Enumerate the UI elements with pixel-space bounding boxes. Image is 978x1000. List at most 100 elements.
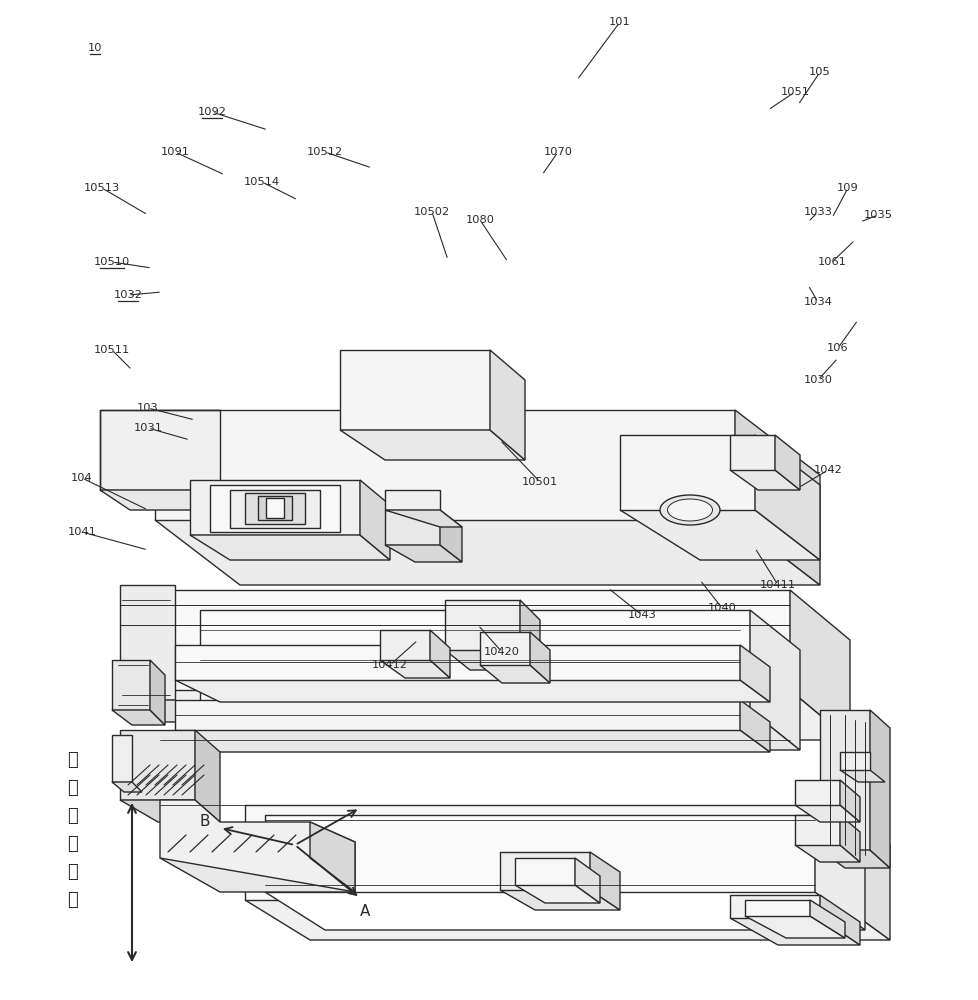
Text: 设: 设 <box>67 835 77 853</box>
Ellipse shape <box>659 495 719 525</box>
Text: 1032: 1032 <box>113 290 142 300</box>
Polygon shape <box>619 435 754 510</box>
Polygon shape <box>794 815 839 845</box>
Polygon shape <box>734 410 820 585</box>
Text: 1061: 1061 <box>817 257 846 267</box>
Polygon shape <box>100 490 240 510</box>
Polygon shape <box>384 510 462 527</box>
Text: 105: 105 <box>808 67 830 77</box>
Polygon shape <box>175 730 770 752</box>
Polygon shape <box>839 770 884 782</box>
Polygon shape <box>794 805 859 822</box>
Text: 1051: 1051 <box>779 87 809 97</box>
Polygon shape <box>384 510 439 545</box>
Text: 1030: 1030 <box>803 375 831 385</box>
Polygon shape <box>190 535 389 560</box>
Text: 1043: 1043 <box>627 610 656 620</box>
Polygon shape <box>479 632 529 665</box>
Polygon shape <box>500 852 590 890</box>
Text: 向: 向 <box>67 891 77 909</box>
Polygon shape <box>190 480 360 535</box>
Polygon shape <box>379 630 429 660</box>
Polygon shape <box>230 490 320 528</box>
Text: 光: 光 <box>67 751 77 769</box>
Polygon shape <box>730 435 775 470</box>
Text: 10420: 10420 <box>483 647 519 657</box>
Polygon shape <box>339 430 524 460</box>
Polygon shape <box>834 805 889 940</box>
Polygon shape <box>794 845 859 862</box>
Text: 1042: 1042 <box>813 465 841 475</box>
Polygon shape <box>120 700 200 722</box>
Polygon shape <box>519 600 540 670</box>
Polygon shape <box>739 700 770 752</box>
Text: 10411: 10411 <box>759 580 795 590</box>
Polygon shape <box>619 510 820 560</box>
Text: 穿: 穿 <box>67 807 77 825</box>
Text: 10501: 10501 <box>521 477 557 487</box>
Text: A: A <box>360 904 370 920</box>
Polygon shape <box>111 710 165 725</box>
Polygon shape <box>490 350 524 460</box>
Polygon shape <box>120 585 175 700</box>
Polygon shape <box>244 900 889 940</box>
Text: 101: 101 <box>608 17 630 27</box>
Text: 束: 束 <box>67 779 77 797</box>
Ellipse shape <box>667 499 712 521</box>
Text: 10512: 10512 <box>307 147 342 157</box>
Polygon shape <box>200 610 749 710</box>
Text: 103: 103 <box>137 403 158 413</box>
Polygon shape <box>159 800 355 892</box>
Text: 1033: 1033 <box>803 207 831 217</box>
Text: 10510: 10510 <box>94 257 130 267</box>
Polygon shape <box>384 545 462 562</box>
Polygon shape <box>360 480 389 560</box>
Polygon shape <box>730 918 859 945</box>
Polygon shape <box>839 780 859 822</box>
Text: 1040: 1040 <box>707 603 735 613</box>
Polygon shape <box>200 710 799 750</box>
Text: 1034: 1034 <box>803 297 831 307</box>
Text: B: B <box>200 814 210 830</box>
Polygon shape <box>514 885 600 903</box>
Polygon shape <box>266 498 284 518</box>
Polygon shape <box>155 410 734 520</box>
Polygon shape <box>739 645 770 702</box>
Polygon shape <box>775 435 799 490</box>
Polygon shape <box>175 645 739 680</box>
Polygon shape <box>339 350 490 430</box>
Polygon shape <box>195 730 220 822</box>
Text: 10502: 10502 <box>414 207 450 217</box>
Polygon shape <box>839 752 869 770</box>
Text: 10412: 10412 <box>372 660 408 670</box>
Polygon shape <box>439 510 462 562</box>
Polygon shape <box>384 490 439 510</box>
Polygon shape <box>590 852 619 910</box>
Text: 方: 方 <box>67 863 77 881</box>
Polygon shape <box>244 493 305 524</box>
Polygon shape <box>111 735 132 782</box>
Polygon shape <box>120 800 220 822</box>
Polygon shape <box>820 895 859 945</box>
Polygon shape <box>809 900 844 938</box>
Polygon shape <box>175 680 770 702</box>
Polygon shape <box>159 590 789 690</box>
Polygon shape <box>159 858 355 892</box>
Polygon shape <box>265 815 814 892</box>
Polygon shape <box>529 632 550 683</box>
Polygon shape <box>730 470 799 490</box>
Polygon shape <box>814 815 865 930</box>
Text: 1070: 1070 <box>543 147 572 157</box>
Text: 1041: 1041 <box>67 527 97 537</box>
Polygon shape <box>210 485 339 532</box>
Polygon shape <box>445 650 540 670</box>
Polygon shape <box>839 815 859 862</box>
Polygon shape <box>869 710 889 868</box>
Polygon shape <box>265 892 865 930</box>
Polygon shape <box>789 590 849 740</box>
Polygon shape <box>120 730 195 800</box>
Polygon shape <box>820 850 889 868</box>
Polygon shape <box>150 660 165 725</box>
Polygon shape <box>175 700 739 730</box>
Text: 106: 106 <box>826 343 848 353</box>
